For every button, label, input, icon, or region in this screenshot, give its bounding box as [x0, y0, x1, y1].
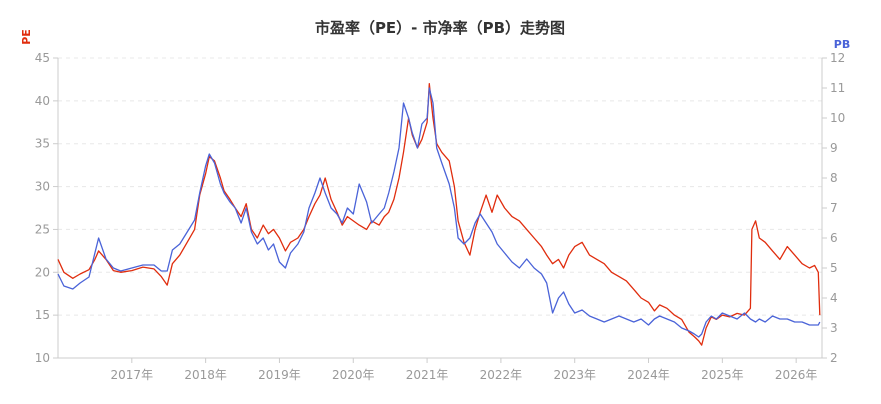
x-tick-label: 2020年	[332, 368, 375, 382]
x-tick-label: 2024年	[627, 368, 670, 382]
x-tick-label: 2026年	[775, 368, 818, 382]
y-left-tick-label: 10	[35, 351, 50, 365]
x-tick-label: 2019年	[258, 368, 301, 382]
y-right-tick-label: 10	[830, 111, 845, 125]
y-right-tick-label: 11	[830, 81, 845, 95]
grid-lines	[58, 57, 822, 316]
y-left-tick-label: 45	[35, 51, 50, 65]
x-tick-label: 2025年	[701, 368, 744, 382]
y-left-tick-label: 30	[35, 180, 50, 194]
x-tick-label: 2023年	[553, 368, 596, 382]
pb-series-line	[57, 87, 821, 338]
y-right-tick-label: 9	[830, 141, 838, 155]
x-tick-label: 2018年	[184, 368, 227, 382]
y-left-tick-label: 15	[35, 308, 50, 322]
pe-series-line	[57, 83, 821, 346]
chart-title: 市盈率（PE）- 市净率（PB）走势图	[315, 19, 565, 37]
y-left-tick-label: 25	[35, 222, 50, 236]
y-left-tick-label: 20	[35, 265, 50, 279]
y-right-tick-label: 7	[830, 201, 838, 215]
y-right-tick-label: 12	[830, 51, 845, 65]
y-left-tick-label: 35	[35, 137, 50, 151]
y-right-tick-label: 5	[830, 261, 838, 275]
series-group	[57, 83, 821, 346]
y-right-tick-label: 4	[830, 291, 838, 305]
x-tick-label: 2021年	[406, 368, 449, 382]
y-right-tick-label: 2	[830, 351, 838, 365]
x-tick-label: 2017年	[111, 368, 154, 382]
y-right-tick-label: 3	[830, 321, 838, 335]
y-right-tick-label: 8	[830, 171, 838, 185]
y-left-tick-label: 40	[35, 94, 50, 108]
y-right-axis-label: PB	[834, 38, 850, 51]
y-left-axis-label: PE	[20, 29, 33, 45]
x-tick-label: 2022年	[480, 368, 523, 382]
y-right-tick-label: 6	[830, 231, 838, 245]
